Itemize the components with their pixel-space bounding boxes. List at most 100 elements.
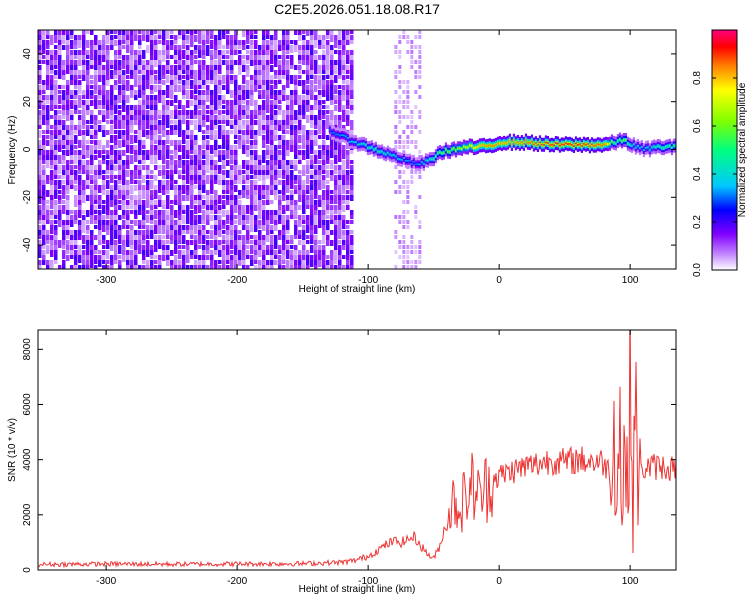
noise-cell [142, 200, 146, 209]
noise-cell [246, 190, 250, 196]
noise-cell [202, 185, 206, 193]
noise-cell [178, 130, 182, 137]
noise-cell [302, 215, 306, 220]
noise-cell [66, 85, 70, 93]
noise-cell [194, 135, 198, 143]
noise-cell [182, 90, 186, 95]
noise-cell [222, 100, 226, 104]
noise-cell [190, 210, 194, 216]
noise-cell [230, 55, 234, 64]
signal-cell [474, 146, 478, 149]
noise-cell [122, 60, 126, 69]
noise-cell [174, 75, 178, 84]
noise-cell [262, 205, 266, 210]
noise-cell [186, 150, 190, 157]
noise-cell [102, 180, 106, 188]
noise-cell [306, 240, 310, 244]
noise-cell [310, 60, 314, 69]
noise-cell [122, 245, 126, 250]
noise-cell [102, 95, 106, 104]
noise-cell [286, 80, 290, 88]
noise-cell [274, 225, 278, 231]
noise-cell [210, 110, 214, 115]
noise-cell [122, 30, 126, 37]
noise-cell [190, 85, 194, 89]
noise-cell [402, 140, 406, 144]
noise-cell [246, 30, 250, 38]
noise-cell [226, 90, 230, 94]
noise-cell [262, 140, 266, 148]
noise-cell [46, 50, 50, 58]
noise-cell [66, 145, 70, 153]
noise-cell [158, 110, 162, 119]
noise-cell [258, 215, 262, 219]
noise-cell [266, 80, 270, 89]
noise-cell [290, 175, 294, 180]
noise-cell [82, 70, 86, 78]
noise-cell [246, 180, 250, 184]
noise-cell [42, 140, 46, 147]
noise-cell [106, 175, 110, 179]
noise-cell [122, 220, 126, 226]
noise-cell [210, 145, 214, 153]
noise-cell [50, 170, 54, 178]
noise-cell [270, 150, 274, 157]
noise-cell [194, 145, 198, 152]
signal-cell [632, 143, 636, 146]
colorbar-tick-label: 0.0 [692, 263, 703, 277]
noise-cell [130, 245, 134, 249]
noise-cell [326, 190, 330, 197]
noise-cell [118, 260, 122, 266]
noise-cell [210, 205, 214, 212]
noise-cell [226, 245, 230, 254]
noise-cell [198, 145, 202, 154]
noise-cell [214, 75, 218, 84]
noise-cell [78, 220, 82, 226]
noise-cell [350, 80, 354, 88]
noise-cell [154, 245, 158, 252]
noise-cell [126, 255, 130, 263]
noise-cell [326, 75, 330, 79]
noise-cell [350, 60, 354, 69]
noise-cell [138, 235, 142, 240]
noise-cell [274, 95, 278, 103]
noise-cell [414, 265, 418, 269]
noise-cell [178, 230, 182, 239]
noise-cell [286, 145, 290, 152]
noise-cell [66, 50, 70, 59]
noise-cell [82, 135, 86, 143]
noise-cell [330, 55, 334, 64]
noise-cell [250, 165, 254, 170]
noise-cell [62, 105, 66, 112]
noise-cell [270, 225, 274, 234]
noise-cell [70, 110, 74, 116]
noise-cell [398, 135, 402, 139]
noise-cell [310, 240, 314, 244]
noise-cell [342, 195, 346, 200]
noise-cell [218, 210, 222, 214]
noise-cell [178, 220, 182, 228]
signal-cell [422, 162, 426, 165]
noise-cell [334, 35, 338, 41]
noise-cell [150, 195, 154, 204]
noise-cell [90, 135, 94, 139]
noise-cell [246, 105, 250, 111]
noise-cell [314, 70, 318, 74]
noise-cell [410, 45, 414, 49]
noise-cell [262, 210, 266, 217]
noise-cell [246, 150, 250, 157]
noise-cell [210, 30, 214, 36]
noise-cell [218, 170, 222, 174]
noise-cell [166, 45, 170, 54]
noise-cell [42, 170, 46, 176]
noise-cell [186, 110, 190, 115]
noise-cell [202, 35, 206, 42]
noise-cell [54, 60, 58, 67]
noise-cell [410, 130, 414, 134]
noise-cell [270, 170, 274, 175]
noise-cell [270, 95, 274, 99]
noise-cell [162, 165, 166, 172]
noise-cell [322, 260, 326, 266]
noise-cell [282, 195, 286, 201]
noise-cell [182, 260, 186, 269]
